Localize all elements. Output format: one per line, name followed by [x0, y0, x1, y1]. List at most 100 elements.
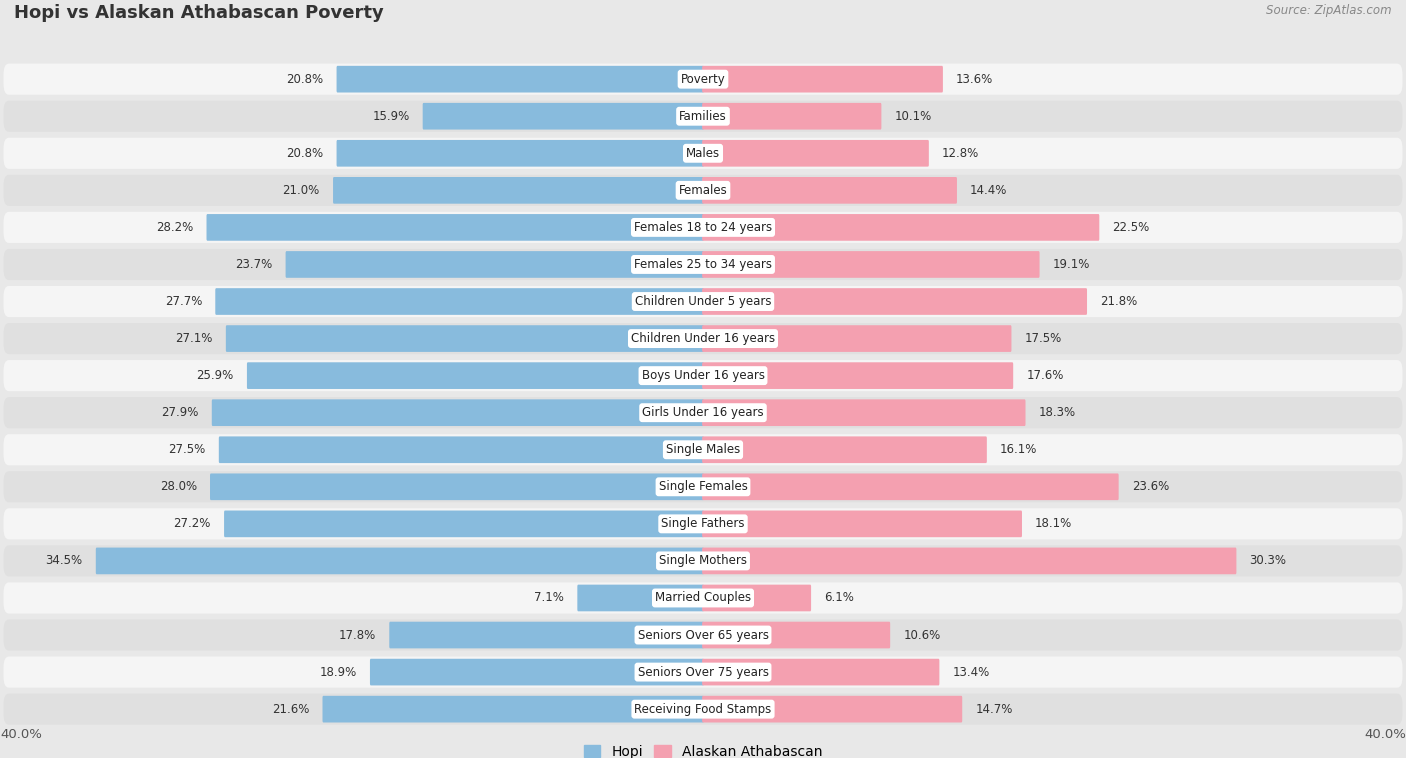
FancyBboxPatch shape [4, 175, 1402, 206]
FancyBboxPatch shape [702, 474, 1119, 500]
Text: Source: ZipAtlas.com: Source: ZipAtlas.com [1267, 4, 1392, 17]
FancyBboxPatch shape [702, 140, 929, 167]
Text: 40.0%: 40.0% [0, 728, 42, 741]
Text: Single Females: Single Females [658, 481, 748, 493]
FancyBboxPatch shape [578, 584, 704, 611]
Legend: Hopi, Alaskan Athabascan: Hopi, Alaskan Athabascan [578, 739, 828, 758]
FancyBboxPatch shape [702, 584, 811, 611]
FancyBboxPatch shape [224, 511, 704, 537]
Text: Hopi vs Alaskan Athabascan Poverty: Hopi vs Alaskan Athabascan Poverty [14, 4, 384, 22]
FancyBboxPatch shape [219, 437, 704, 463]
FancyBboxPatch shape [4, 694, 1402, 725]
Text: Receiving Food Stamps: Receiving Food Stamps [634, 703, 772, 716]
Text: Boys Under 16 years: Boys Under 16 years [641, 369, 765, 382]
FancyBboxPatch shape [702, 696, 962, 722]
Text: Children Under 16 years: Children Under 16 years [631, 332, 775, 345]
Text: Seniors Over 65 years: Seniors Over 65 years [637, 628, 769, 641]
Text: Poverty: Poverty [681, 73, 725, 86]
Text: 19.1%: 19.1% [1053, 258, 1090, 271]
Text: 15.9%: 15.9% [373, 110, 409, 123]
Text: Single Fathers: Single Fathers [661, 518, 745, 531]
Text: Married Couples: Married Couples [655, 591, 751, 604]
Text: 20.8%: 20.8% [287, 73, 323, 86]
FancyBboxPatch shape [702, 511, 1022, 537]
FancyBboxPatch shape [247, 362, 704, 389]
Text: 18.9%: 18.9% [319, 666, 357, 678]
FancyBboxPatch shape [215, 288, 704, 315]
Text: 17.5%: 17.5% [1025, 332, 1062, 345]
FancyBboxPatch shape [702, 177, 957, 204]
FancyBboxPatch shape [4, 619, 1402, 650]
FancyBboxPatch shape [389, 622, 704, 648]
Text: Girls Under 16 years: Girls Under 16 years [643, 406, 763, 419]
Text: 10.1%: 10.1% [894, 110, 932, 123]
FancyBboxPatch shape [702, 251, 1039, 277]
FancyBboxPatch shape [212, 399, 704, 426]
Text: 23.7%: 23.7% [235, 258, 273, 271]
FancyBboxPatch shape [702, 399, 1025, 426]
FancyBboxPatch shape [702, 437, 987, 463]
Text: 12.8%: 12.8% [942, 147, 979, 160]
FancyBboxPatch shape [702, 362, 1014, 389]
Text: 30.3%: 30.3% [1250, 554, 1286, 568]
FancyBboxPatch shape [333, 177, 704, 204]
Text: 23.6%: 23.6% [1132, 481, 1168, 493]
Text: Females: Females [679, 184, 727, 197]
Text: 18.1%: 18.1% [1035, 518, 1073, 531]
FancyBboxPatch shape [4, 249, 1402, 280]
FancyBboxPatch shape [4, 64, 1402, 95]
FancyBboxPatch shape [226, 325, 704, 352]
FancyBboxPatch shape [285, 251, 704, 277]
Text: 20.8%: 20.8% [287, 147, 323, 160]
FancyBboxPatch shape [4, 434, 1402, 465]
Text: 21.8%: 21.8% [1099, 295, 1137, 308]
Text: 21.0%: 21.0% [283, 184, 321, 197]
Text: 17.8%: 17.8% [339, 628, 375, 641]
FancyBboxPatch shape [702, 66, 943, 92]
Text: 13.4%: 13.4% [953, 666, 990, 678]
FancyBboxPatch shape [702, 103, 882, 130]
FancyBboxPatch shape [4, 582, 1402, 613]
Text: 21.6%: 21.6% [271, 703, 309, 716]
Text: 7.1%: 7.1% [534, 591, 564, 604]
Text: 16.1%: 16.1% [1000, 443, 1038, 456]
FancyBboxPatch shape [4, 101, 1402, 132]
Text: 40.0%: 40.0% [1364, 728, 1406, 741]
FancyBboxPatch shape [4, 545, 1402, 577]
Text: 27.2%: 27.2% [173, 518, 211, 531]
FancyBboxPatch shape [4, 286, 1402, 317]
FancyBboxPatch shape [4, 211, 1402, 243]
Text: Females 18 to 24 years: Females 18 to 24 years [634, 221, 772, 234]
Text: Children Under 5 years: Children Under 5 years [634, 295, 772, 308]
FancyBboxPatch shape [4, 397, 1402, 428]
Text: 34.5%: 34.5% [45, 554, 83, 568]
Text: 27.7%: 27.7% [165, 295, 202, 308]
Text: 10.6%: 10.6% [904, 628, 941, 641]
Text: 13.6%: 13.6% [956, 73, 993, 86]
FancyBboxPatch shape [209, 474, 704, 500]
FancyBboxPatch shape [4, 656, 1402, 688]
Text: 17.6%: 17.6% [1026, 369, 1064, 382]
FancyBboxPatch shape [4, 360, 1402, 391]
FancyBboxPatch shape [336, 140, 704, 167]
FancyBboxPatch shape [4, 323, 1402, 354]
FancyBboxPatch shape [370, 659, 704, 685]
Text: Single Mothers: Single Mothers [659, 554, 747, 568]
FancyBboxPatch shape [4, 509, 1402, 540]
Text: 14.4%: 14.4% [970, 184, 1008, 197]
Text: 27.9%: 27.9% [162, 406, 198, 419]
Text: 27.1%: 27.1% [176, 332, 212, 345]
FancyBboxPatch shape [702, 659, 939, 685]
FancyBboxPatch shape [207, 214, 704, 241]
FancyBboxPatch shape [702, 622, 890, 648]
Text: 28.0%: 28.0% [160, 481, 197, 493]
FancyBboxPatch shape [702, 547, 1236, 575]
Text: 14.7%: 14.7% [976, 703, 1012, 716]
FancyBboxPatch shape [322, 696, 704, 722]
Text: 18.3%: 18.3% [1039, 406, 1076, 419]
FancyBboxPatch shape [4, 138, 1402, 169]
FancyBboxPatch shape [423, 103, 704, 130]
Text: 22.5%: 22.5% [1112, 221, 1150, 234]
FancyBboxPatch shape [702, 288, 1087, 315]
Text: Males: Males [686, 147, 720, 160]
